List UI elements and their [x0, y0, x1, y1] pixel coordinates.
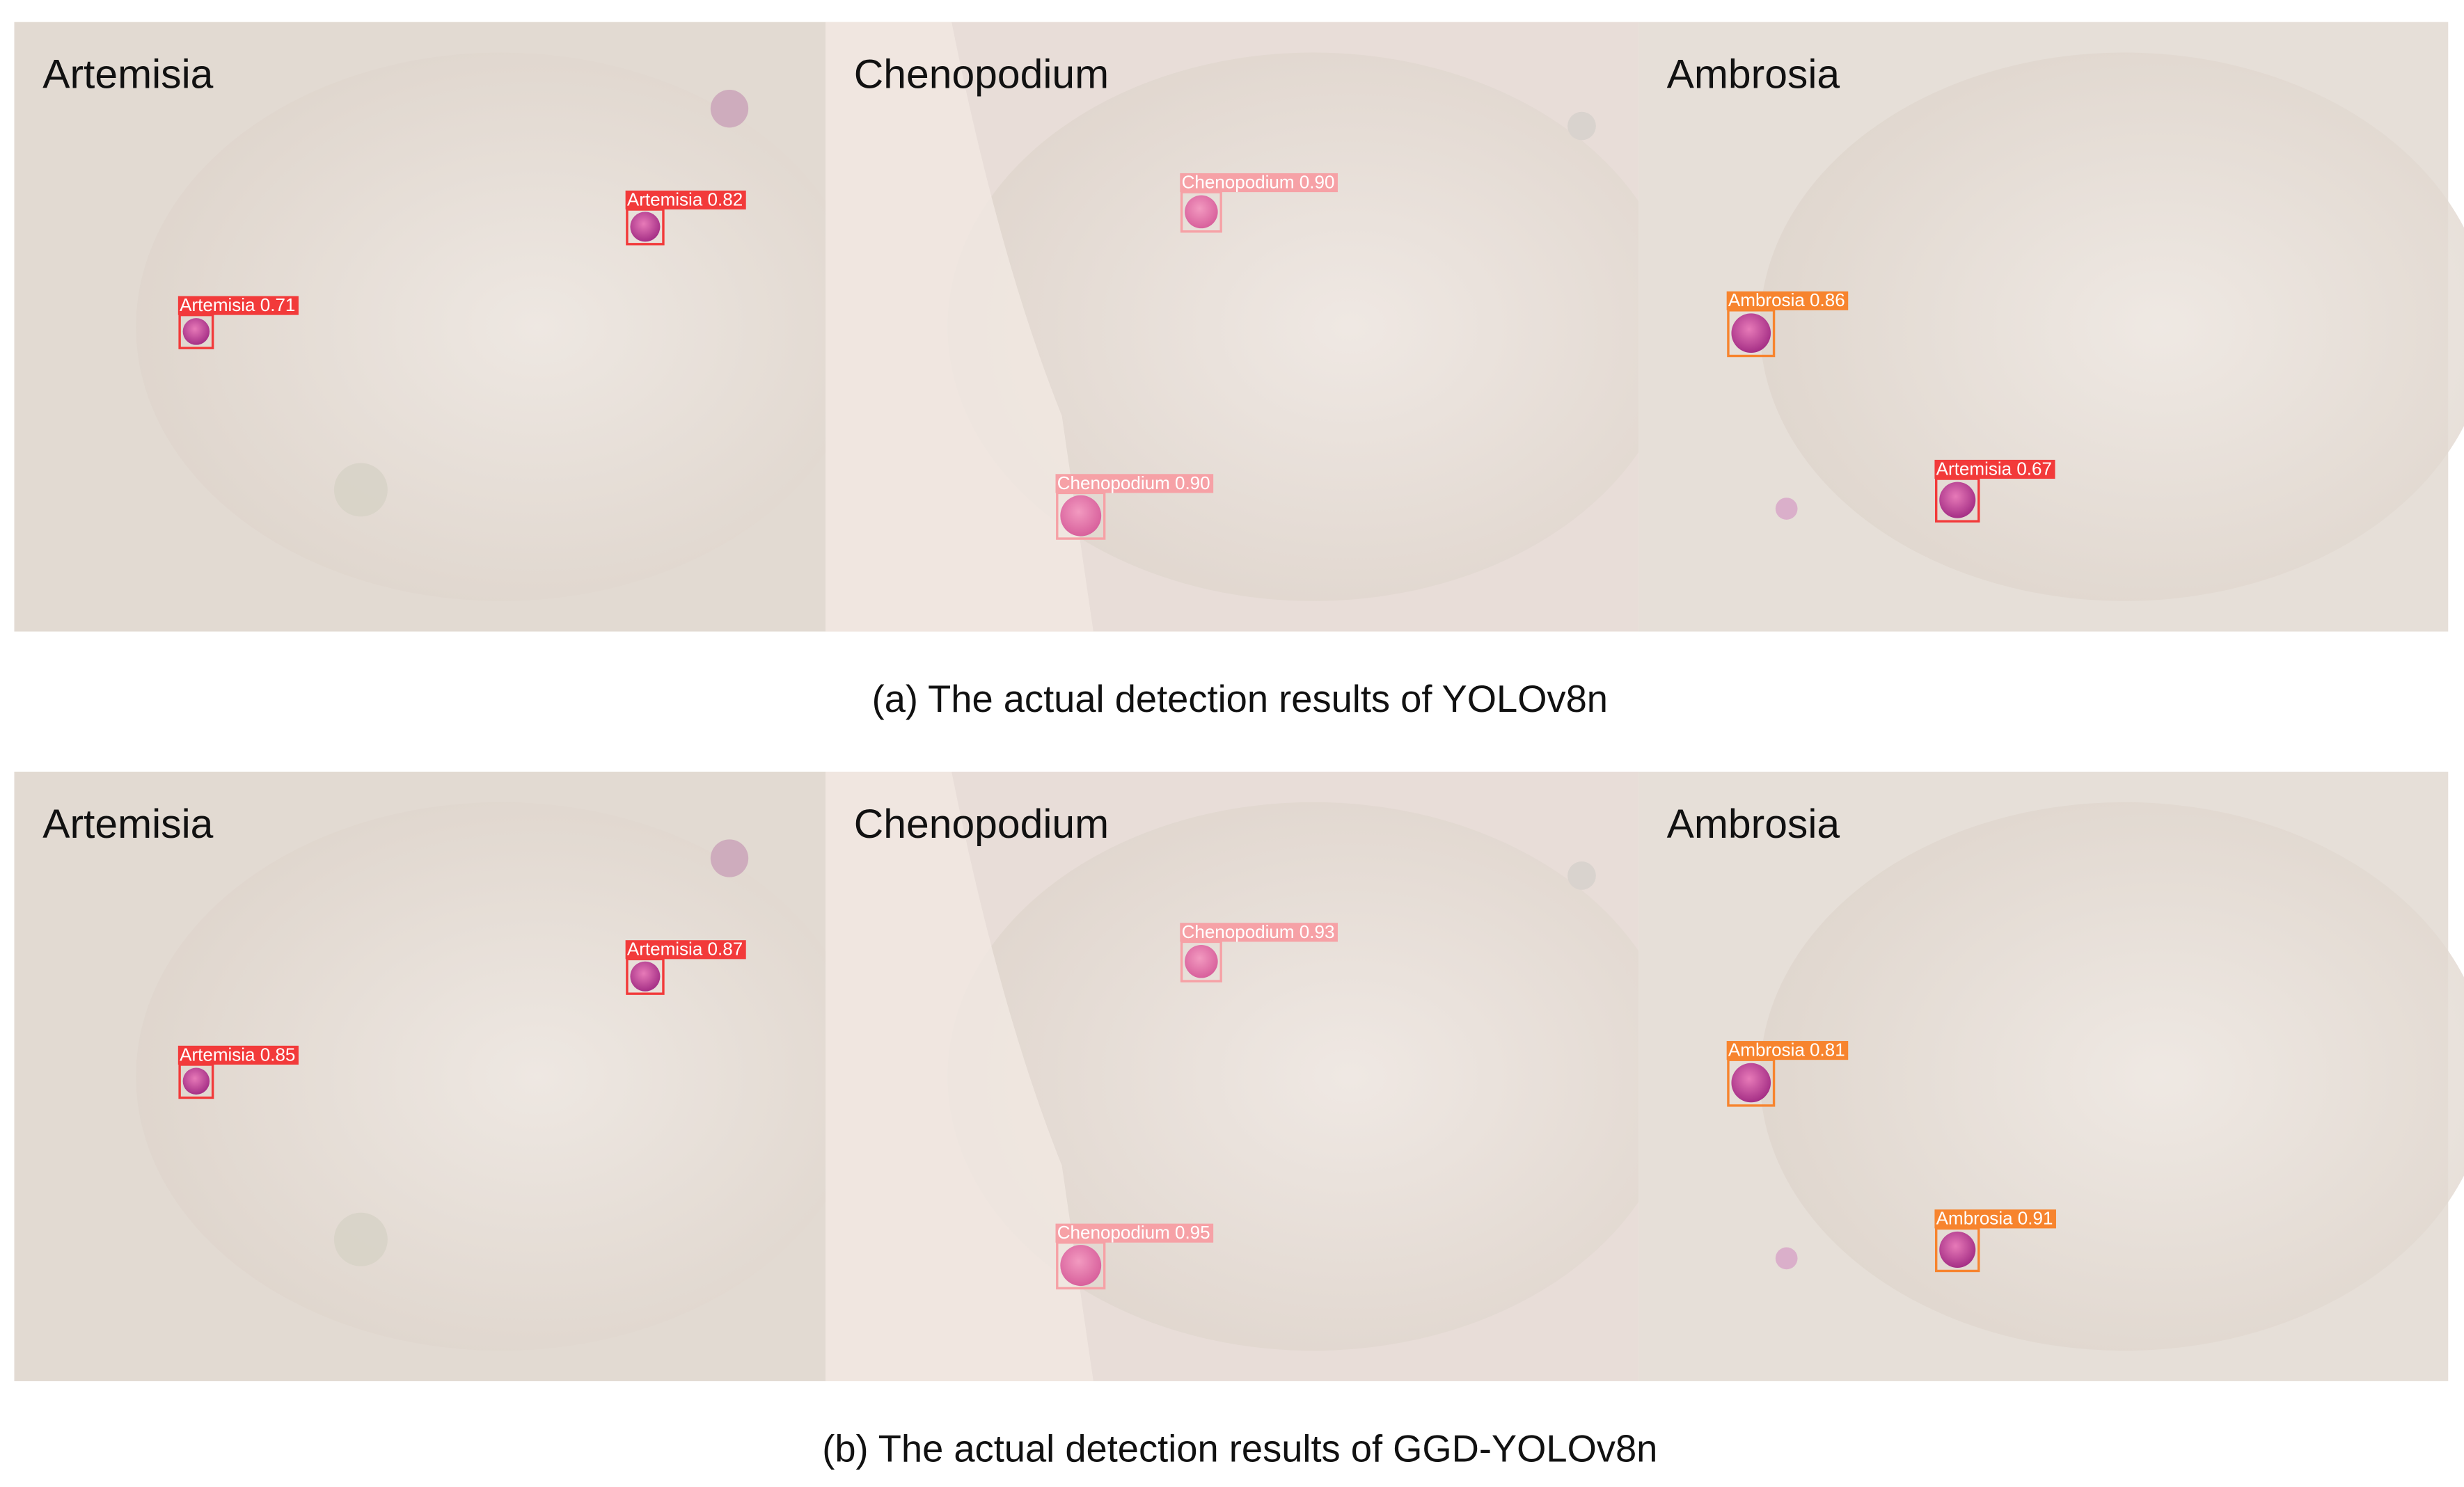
image-panel: Artemisia Artemisia 0.87 Artemisia 0.85 [14, 772, 867, 1381]
detection-label: Artemisia 0.71 [180, 294, 295, 315]
pollen-grain [1060, 495, 1102, 536]
blurred-particle [333, 1212, 388, 1266]
pollen-grain [1939, 482, 1976, 518]
image-panel: Ambrosia Ambrosia 0.81 Ambrosia 0.91 [1638, 772, 2464, 1381]
pollen-grain [182, 1067, 210, 1095]
debris [1567, 861, 1596, 890]
pollen-grain [1185, 944, 1218, 978]
detection-label: Artemisia 0.85 [180, 1044, 295, 1065]
pollen-grain [1939, 1231, 1976, 1268]
detection-label-background [1055, 1223, 1214, 1243]
detection-label: Chenopodium 0.90 [1057, 472, 1210, 493]
detection-label-background [1726, 291, 1849, 310]
detection-label: Chenopodium 0.90 [1182, 171, 1335, 192]
panel-label: Artemisia [42, 802, 213, 847]
detection-label-background [1934, 1209, 2056, 1229]
figure-caption: (a) The actual detection results of YOLO… [872, 678, 1608, 720]
debris [710, 90, 749, 128]
light-glow [1760, 802, 2464, 1351]
light-glow [947, 802, 1680, 1351]
detection-label-background [1180, 173, 1338, 193]
detection-label-background [625, 940, 746, 960]
detection-label-background [1055, 474, 1214, 493]
detection-label-background [1726, 1041, 1849, 1060]
detection-label: Artemisia 0.87 [627, 939, 743, 960]
detection-label: Ambrosia 0.86 [1728, 289, 1845, 310]
image-panel: Artemisia Artemisia 0.82 Artemisia 0.71 [14, 22, 867, 632]
panel-label: Chenopodium [854, 52, 1109, 97]
detection-label: Artemisia 0.67 [1936, 458, 2052, 479]
light-glow [136, 802, 867, 1351]
pollen-grain [630, 212, 661, 242]
detection-label: Chenopodium 0.95 [1057, 1222, 1210, 1243]
pollen-grain [1731, 1063, 1771, 1103]
detection-label-background [1180, 923, 1338, 942]
detection-label-background [625, 190, 746, 210]
image-panel: Chenopodium Chenopodium 0.90 Chenopodium 0… [826, 22, 1680, 632]
pollen-grain [630, 961, 661, 992]
panel-label: Artemisia [42, 52, 213, 97]
figure-caption: (b) The actual detection results of GGD-… [822, 1427, 1657, 1470]
detection-label: Artemisia 0.82 [627, 189, 743, 209]
blurred-particle [1775, 498, 1798, 520]
slide-edge [826, 22, 1093, 632]
blurred-particle [333, 463, 388, 517]
light-glow [136, 52, 867, 601]
detection-label-background [1934, 459, 2055, 479]
image-panel: Ambrosia Ambrosia 0.86 Artemisia 0.67 [1638, 22, 2464, 632]
pollen-grain [1060, 1245, 1102, 1286]
pollen-grain [1731, 313, 1771, 353]
light-glow [1760, 52, 2464, 601]
detection-label-background [177, 296, 299, 315]
image-panel: Chenopodium Chenopodium 0.93 Chenopodium 0… [826, 772, 1680, 1381]
slide-edge [826, 772, 1093, 1381]
panel-label: Ambrosia [1667, 52, 1840, 97]
debris [710, 839, 749, 877]
detection-label: Ambrosia 0.91 [1936, 1208, 2053, 1229]
blurred-particle [1775, 1247, 1798, 1270]
pollen-grain [182, 318, 210, 345]
detection-label: Ambrosia 0.81 [1728, 1040, 1845, 1060]
debris [1567, 111, 1596, 141]
pollen-grain [1185, 195, 1218, 229]
panel-label: Chenopodium [854, 802, 1109, 847]
detection-label-background [177, 1045, 299, 1065]
light-glow [947, 52, 1680, 601]
panel-label: Ambrosia [1667, 802, 1840, 847]
detection-label: Chenopodium 0.93 [1182, 921, 1335, 942]
